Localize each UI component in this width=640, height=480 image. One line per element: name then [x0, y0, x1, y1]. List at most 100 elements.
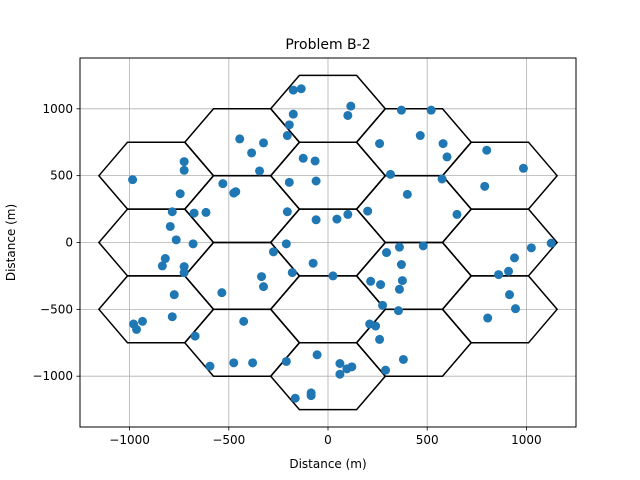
data-point	[179, 157, 189, 167]
data-point	[257, 272, 267, 282]
data-point	[268, 247, 278, 257]
hexagon-cell	[183, 308, 301, 377]
data-point	[394, 242, 404, 252]
data-point	[504, 266, 514, 276]
data-point	[229, 358, 239, 368]
data-point	[371, 321, 381, 331]
data-point	[132, 324, 142, 334]
data-point	[255, 166, 265, 176]
grid	[80, 58, 576, 427]
y-tick-label: 0	[65, 236, 73, 250]
data-point	[346, 101, 356, 111]
y-tick-label: −1000	[32, 369, 73, 383]
x-tick-label: 1000	[511, 433, 542, 447]
chart-title: Problem B-2	[285, 37, 370, 53]
data-point	[494, 270, 504, 280]
data-point	[483, 313, 493, 323]
data-point	[157, 261, 167, 271]
data-point	[169, 290, 179, 300]
data-point	[480, 181, 490, 191]
x-axis-label: Distance (m)	[289, 457, 366, 471]
data-point	[171, 235, 181, 245]
data-point	[281, 356, 291, 366]
data-point	[482, 145, 492, 155]
data-point	[308, 258, 318, 268]
data-point	[259, 282, 269, 292]
x-tick-label: −1000	[109, 433, 150, 447]
data-point	[335, 369, 345, 379]
data-point	[418, 241, 428, 251]
data-point	[375, 139, 385, 149]
data-point	[282, 131, 292, 141]
data-point	[298, 153, 308, 163]
data-point	[190, 331, 200, 341]
data-point	[281, 239, 291, 249]
data-point	[505, 290, 515, 300]
x-axis-ticks: −1000 −500 0 500 1000	[109, 427, 542, 447]
data-point	[393, 306, 403, 316]
data-point	[343, 110, 353, 120]
data-point	[546, 238, 556, 248]
hexagon-cell	[355, 308, 473, 377]
data-point	[284, 120, 294, 130]
data-point	[288, 85, 298, 95]
data-point	[282, 207, 292, 217]
data-point	[312, 350, 322, 360]
data-point	[189, 208, 199, 218]
data-point	[398, 354, 408, 364]
data-point	[175, 189, 185, 199]
data-point	[378, 300, 388, 310]
y-tick-label: 1000	[42, 102, 73, 116]
data-point	[381, 365, 391, 375]
data-point	[179, 268, 189, 278]
data-point	[396, 105, 406, 115]
data-point	[179, 165, 189, 175]
x-tick-label: 500	[416, 433, 439, 447]
data-point	[248, 358, 258, 368]
data-point	[239, 316, 249, 326]
data-point	[382, 248, 392, 258]
data-point	[328, 271, 338, 281]
data-point	[526, 243, 536, 253]
data-point	[452, 209, 462, 219]
data-point	[402, 189, 412, 199]
data-point	[394, 284, 404, 294]
data-point	[165, 221, 175, 231]
data-point	[201, 207, 211, 217]
data-point	[518, 163, 528, 173]
data-point	[247, 148, 257, 158]
data-point	[259, 138, 269, 148]
data-point	[437, 174, 447, 184]
data-point	[343, 209, 353, 219]
data-point	[396, 260, 406, 270]
y-tick-label: −500	[40, 302, 73, 316]
data-point	[385, 169, 395, 179]
data-point	[167, 312, 177, 322]
data-point	[217, 288, 227, 298]
data-point	[442, 152, 452, 162]
x-tick-label: 0	[324, 433, 332, 447]
data-point	[438, 139, 448, 149]
data-point	[310, 156, 320, 166]
data-point	[160, 254, 170, 264]
hexagon-cells	[97, 74, 559, 411]
data-point	[311, 176, 321, 186]
data-point	[311, 215, 321, 225]
data-point	[397, 276, 407, 286]
data-point	[167, 207, 177, 217]
data-point	[235, 134, 245, 144]
data-point	[510, 304, 520, 314]
data-point	[306, 391, 316, 401]
data-point	[284, 177, 294, 187]
data-point	[376, 280, 386, 290]
data-point	[363, 206, 373, 216]
data-point	[137, 316, 147, 326]
y-axis-label: Distance (m)	[4, 204, 18, 281]
data-point	[288, 109, 298, 119]
data-point	[509, 253, 519, 263]
data-point	[290, 393, 300, 403]
y-tick-label: 500	[50, 169, 73, 183]
data-point	[287, 268, 297, 278]
